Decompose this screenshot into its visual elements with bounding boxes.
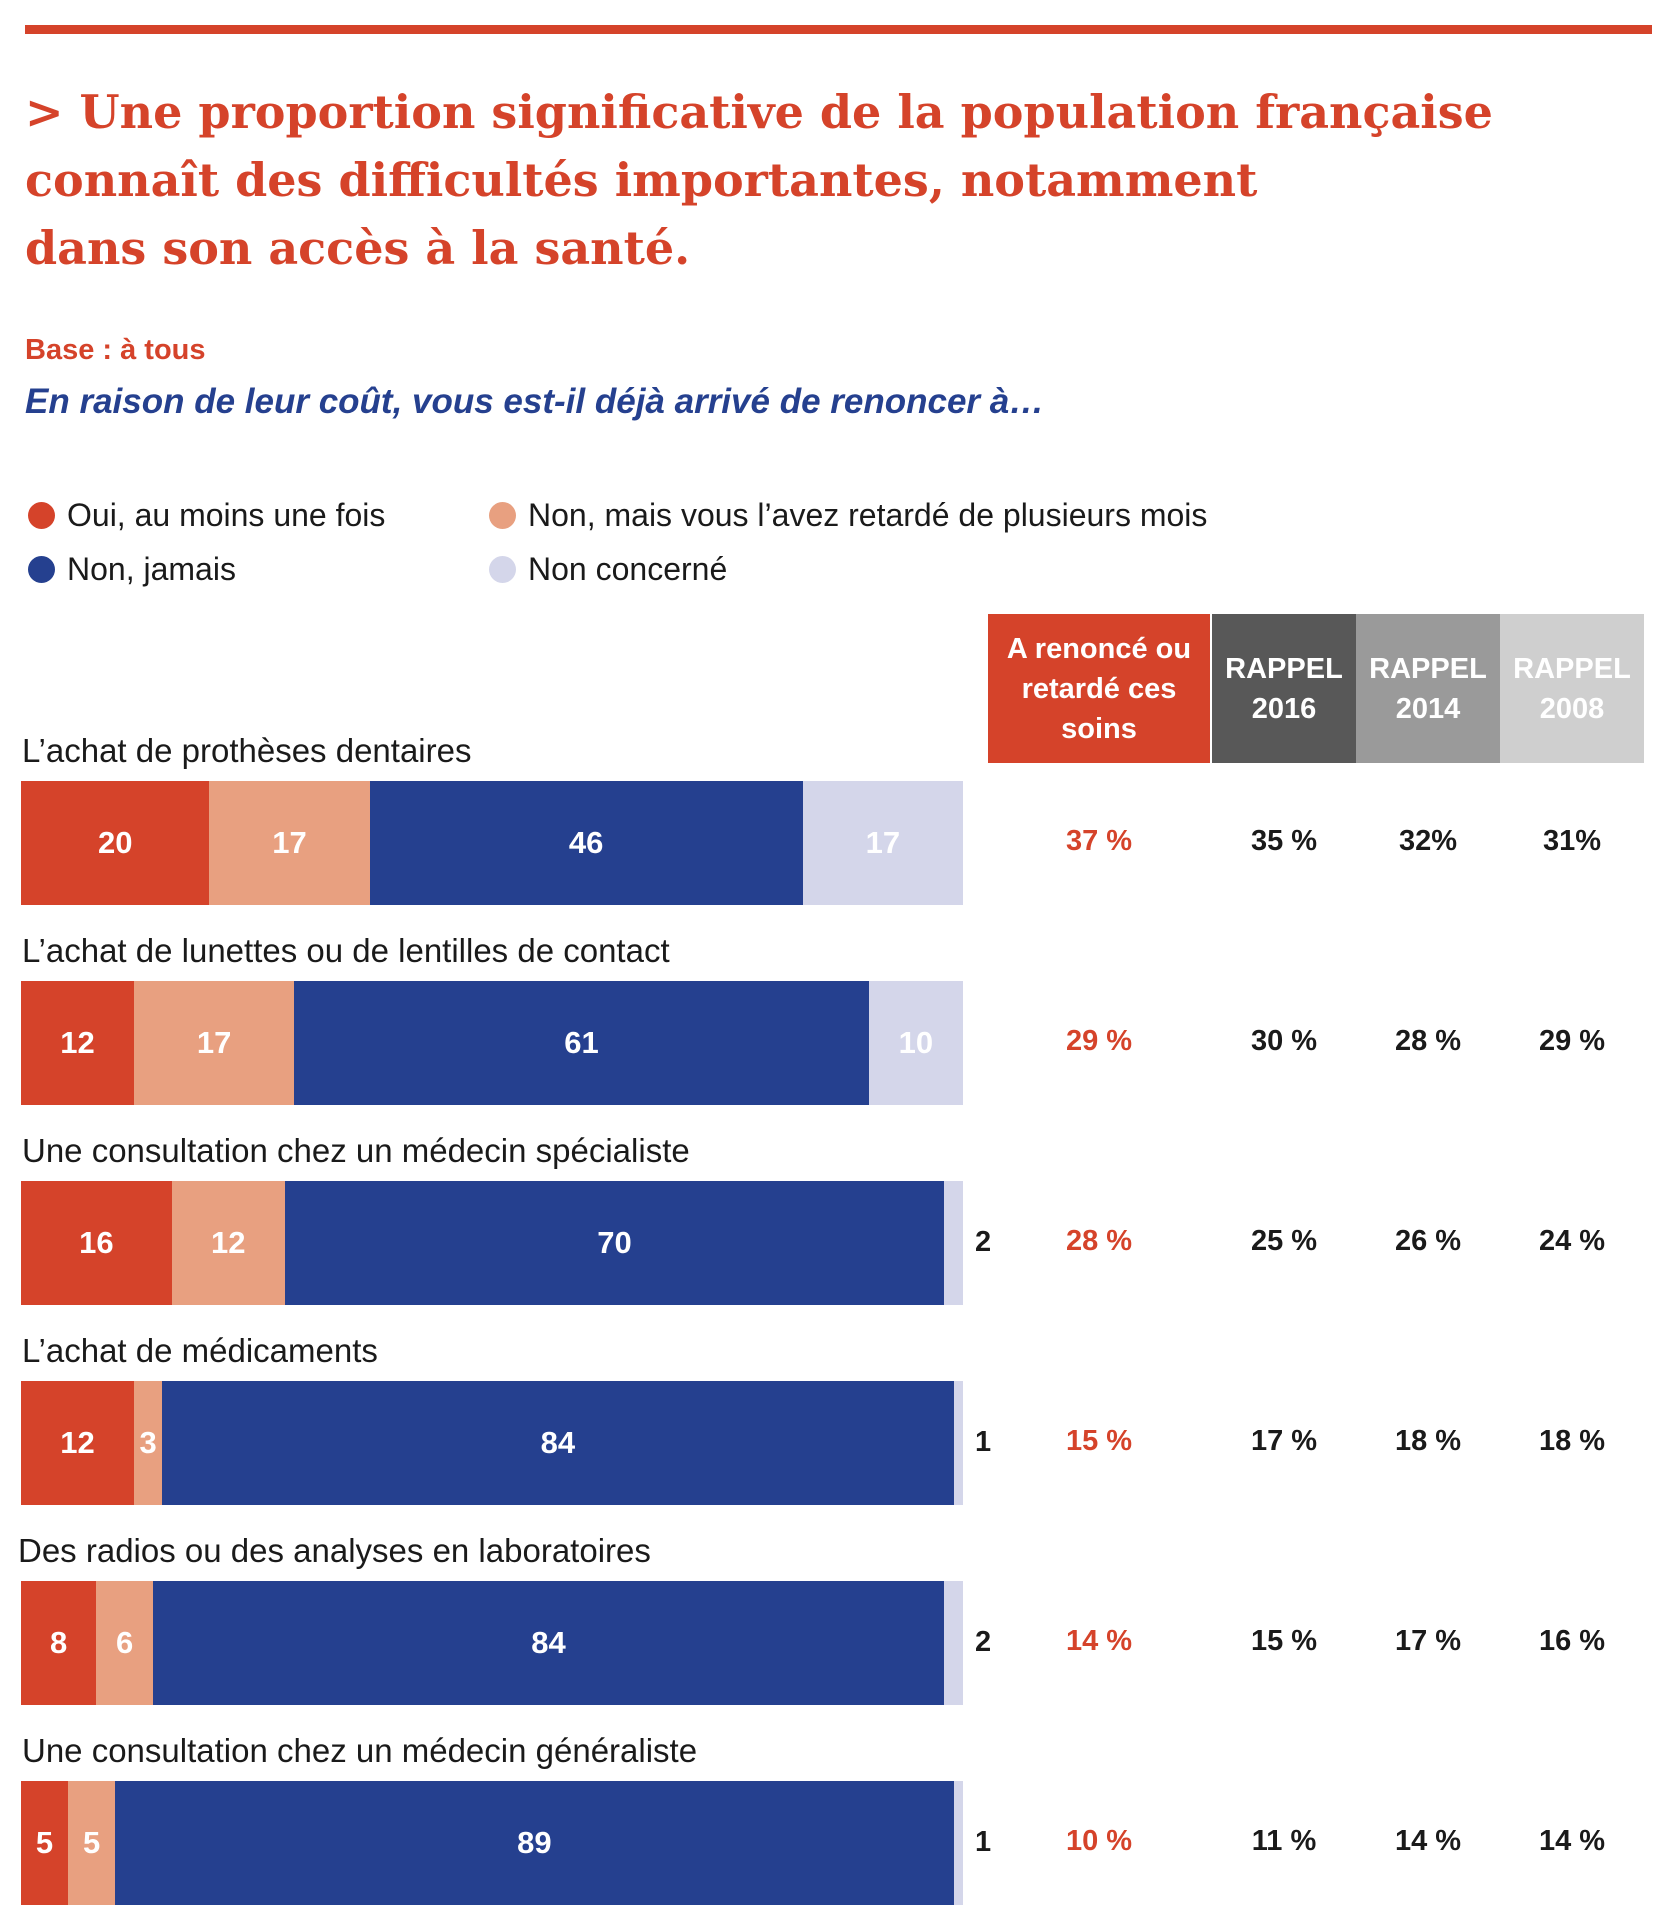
table-cell-a-renonce-ou-retarde: 37 % (1065, 825, 1133, 857)
title-line-2: connaît des difficultés importantes, not… (25, 153, 1258, 207)
legend-item-oui: Oui, au moins une fois (28, 497, 385, 534)
segment-non-concerne (953, 1381, 963, 1505)
table-cell-rappel-2014: 28 % (1394, 1025, 1462, 1057)
column-header-2016-line-1: RAPPEL (1225, 652, 1343, 685)
segment-non-concerne: 10 (868, 981, 963, 1105)
row-label: L’achat de prothèses dentaires (22, 732, 472, 769)
table-cell-rappel-2016: 11 % (1251, 1825, 1317, 1857)
segment-non: 46 (369, 781, 803, 905)
table-cell-a-renonce-ou-retarde: 28 % (1065, 1225, 1133, 1257)
segment-non-concerne (944, 1581, 963, 1705)
base-note: Base : à tous (25, 334, 206, 366)
segment-non-concerne (944, 1181, 963, 1305)
data-label-non-concerne: 1 (975, 1426, 992, 1458)
segment-non-concerne: 17 (802, 781, 963, 905)
table-cell-rappel-2008: 31% (1542, 825, 1602, 857)
segment-retard: 17 (209, 781, 370, 905)
stacked-bar: 16 12 70 (21, 1181, 963, 1305)
title-line-3: dans son accès à la santé. (25, 221, 691, 275)
table-cell-rappel-2016: 15 % (1250, 1625, 1318, 1657)
legend-swatch-non-concerne (489, 556, 516, 583)
data-label-non-concerne: 2 (975, 1626, 992, 1658)
column-header-a-renonce: A renoncé ou retardé ces soins (988, 614, 1210, 763)
table-cell-rappel-2014: 26 % (1394, 1225, 1462, 1257)
table-cell-rappel-2014: 32% (1398, 825, 1458, 857)
legend-swatch-oui (28, 502, 55, 529)
table-cell-rappel-2008: 16 % (1538, 1625, 1606, 1657)
table-cell-rappel-2008: 18 % (1538, 1425, 1606, 1457)
legend-swatch-retard (489, 502, 516, 529)
table-cell-rappel-2008: 29 % (1538, 1025, 1606, 1057)
column-header-rappel-2014: RAPPEL 2014 (1356, 614, 1500, 763)
column-header-main-line-1: A renoncé ou (1006, 632, 1192, 665)
column-header-main-line-3: soins (1061, 712, 1137, 745)
segment-oui: 12 (21, 1381, 135, 1505)
data-label-non-concerne: 2 (975, 1226, 992, 1258)
data-label-non-concerne: 1 (975, 1826, 992, 1858)
segment-non: 61 (294, 981, 869, 1105)
table-cell-rappel-2008: 24 % (1538, 1225, 1606, 1257)
title-line-1: > Une proportion significative de la pop… (25, 85, 1493, 139)
row-label: L’achat de lunettes ou de lentilles de c… (22, 932, 670, 969)
table-cell-a-renonce-ou-retarde: 29 % (1065, 1025, 1133, 1057)
stacked-bar: 12 17 61 10 (21, 981, 963, 1105)
stacked-bar: 5 5 89 (21, 1781, 963, 1905)
segment-retard: 5 (68, 1781, 116, 1905)
table-cell-a-renonce-ou-retarde: 15 % (1065, 1425, 1133, 1457)
legend-swatch-non (28, 556, 55, 583)
legend-label-oui: Oui, au moins une fois (67, 497, 386, 533)
stacked-bar: 20 17 46 17 (21, 781, 963, 905)
row-label: Une consultation chez un médecin spécial… (22, 1132, 690, 1169)
legend-label-non: Non, jamais (67, 551, 236, 587)
legend-item-non-concerne: Non concerné (489, 551, 727, 588)
survey-question: En raison de leur coût, vous est-il déjà… (25, 382, 1045, 421)
column-header-2014-line-1: RAPPEL (1369, 652, 1487, 685)
top-accent-bar (25, 25, 1652, 34)
column-header-rappel-2008: RAPPEL 2008 (1500, 614, 1644, 763)
segment-non: 89 (115, 1781, 954, 1905)
table-cell-rappel-2016: 17 % (1250, 1425, 1318, 1457)
table-cell-rappel-2016: 35 % (1250, 825, 1318, 857)
legend-label-non-concerne: Non concerné (528, 551, 728, 587)
segment-non-concerne (953, 1781, 963, 1905)
stacked-bar: 12 3 84 (21, 1381, 963, 1505)
chart-title: > Une proportion significative de la pop… (25, 78, 1625, 282)
legend-item-retard: Non, mais vous l’avez retardé de plusieu… (489, 497, 1207, 534)
row-label: Des radios ou des analyses en laboratoir… (18, 1532, 651, 1569)
table-cell-a-renonce-ou-retarde: 14 % (1065, 1625, 1133, 1657)
table-cell-rappel-2014: 18 % (1394, 1425, 1462, 1457)
table-cell-rappel-2008: 14 % (1538, 1825, 1606, 1857)
column-header-2016-line-2: 2016 (1251, 692, 1317, 725)
segment-oui: 5 (21, 1781, 69, 1905)
segment-oui: 8 (21, 1581, 97, 1705)
segment-non: 84 (152, 1581, 945, 1705)
segment-retard: 3 (134, 1381, 163, 1505)
table-cell-rappel-2014: 17 % (1394, 1625, 1462, 1657)
table-cell-a-renonce-ou-retarde: 10 % (1065, 1825, 1133, 1857)
row-label: Une consultation chez un médecin général… (22, 1732, 698, 1769)
column-header-2008-line-1: RAPPEL (1513, 652, 1631, 685)
column-header-2008-line-2: 2008 (1539, 692, 1605, 725)
segment-oui: 16 (21, 1181, 172, 1305)
segment-retard: 17 (134, 981, 295, 1105)
segment-non: 70 (284, 1181, 945, 1305)
table-cell-rappel-2016: 30 % (1250, 1025, 1318, 1057)
table-cell-rappel-2016: 25 % (1250, 1225, 1318, 1257)
legend-item-non: Non, jamais (28, 551, 236, 588)
stacked-bar: 8 6 84 (21, 1581, 963, 1705)
column-header-main-line-2: retardé ces (1021, 672, 1177, 705)
segment-retard: 6 (96, 1581, 153, 1705)
table-cell-rappel-2014: 14 % (1394, 1825, 1462, 1857)
segment-non: 84 (162, 1381, 954, 1505)
segment-oui: 20 (21, 781, 210, 905)
column-header-2014-line-2: 2014 (1395, 692, 1461, 725)
column-header-rappel-2016: RAPPEL 2016 (1212, 614, 1356, 763)
legend-label-retard: Non, mais vous l’avez retardé de plusieu… (528, 497, 1208, 533)
row-label: L’achat de médicaments (22, 1332, 378, 1369)
segment-oui: 12 (21, 981, 135, 1105)
segment-retard: 12 (171, 1181, 285, 1305)
